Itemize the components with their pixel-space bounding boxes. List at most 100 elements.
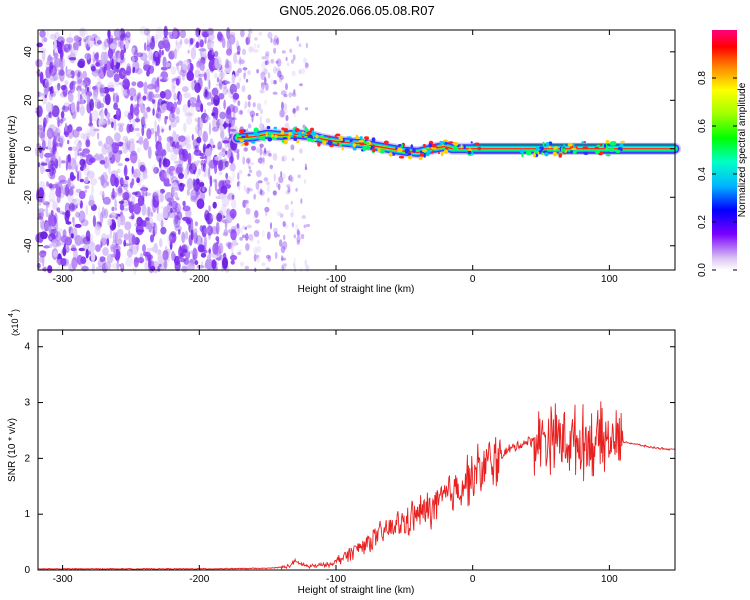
ridge-speckle — [282, 137, 287, 140]
spectrogram-cell — [138, 96, 144, 108]
spectrogram-cell — [195, 107, 201, 111]
spectrogram-cell — [171, 185, 175, 198]
spectrogram-cell — [120, 263, 124, 269]
spectrogram-cell — [203, 228, 209, 234]
spectrogram-cell — [143, 251, 149, 257]
spectrogram-cell — [105, 111, 111, 119]
spectrogram-cell — [147, 83, 155, 90]
spectrogram-cell — [193, 170, 196, 175]
spectrogram-cell — [76, 254, 83, 265]
spectrogram-cell — [266, 184, 270, 193]
spectrogram-cell — [35, 59, 43, 68]
spectrogram-cell — [168, 210, 176, 219]
spectrogram-cell — [207, 254, 211, 261]
spectrogram-cell — [150, 234, 154, 243]
spectrogram-cell — [117, 216, 121, 228]
spectrogram-cell — [296, 236, 301, 243]
spectrogram-cell — [59, 179, 68, 184]
spectrogram-cell — [232, 92, 240, 100]
spectrogram-cell — [119, 214, 126, 226]
spectrogram-cell — [162, 250, 169, 261]
ridge-speckle — [544, 152, 549, 157]
spectrogram-cell — [143, 111, 148, 119]
spectrogram-cell — [275, 67, 281, 72]
snr-multiplier: (x10 4 ) — [8, 309, 20, 336]
spectrogram-cell — [43, 121, 46, 133]
spectrogram-cell — [281, 50, 286, 54]
spectrogram-cell — [77, 150, 80, 157]
spectrogram-cell — [39, 71, 44, 84]
spectrogram-cell — [68, 57, 77, 61]
snr-series-line — [37, 401, 675, 571]
spectrogram-cell — [50, 93, 57, 97]
spectrogram-cell — [290, 200, 293, 205]
spectrogram-cell — [293, 262, 296, 268]
spectrogram-cell — [266, 231, 271, 240]
spectrogram-cell — [162, 56, 167, 68]
spectrogram-cell — [85, 248, 89, 259]
spectrogram-cell — [212, 144, 216, 149]
colorbar-tick-label: 0.8 — [697, 71, 708, 85]
spectrogram-cell — [170, 153, 178, 162]
spectrogram-cell — [100, 51, 106, 64]
spectrogram-cell — [150, 128, 155, 135]
spectrogram-cell — [131, 166, 134, 175]
spectrogram-cell — [195, 41, 200, 48]
spectrogram-cell — [303, 57, 307, 64]
spectrogram-cell — [186, 138, 190, 143]
ridge-speckle — [328, 140, 333, 146]
ridge-speckle — [440, 151, 444, 157]
spectrogram-cell — [211, 112, 215, 117]
spectrogram-cell — [112, 92, 115, 102]
spectrogram-cell — [73, 159, 76, 164]
spectrogram-cell — [136, 52, 144, 58]
spectrogram-cell — [282, 173, 286, 180]
ridge-speckle — [295, 140, 300, 144]
ridge-speckle — [341, 146, 344, 151]
spectrogram-cell — [104, 93, 111, 106]
spectrogram-cell — [173, 160, 181, 164]
y-tick-label: -40 — [23, 238, 34, 253]
spectrogram-cell — [67, 126, 74, 139]
spectrogram-cell — [186, 70, 194, 82]
spectrogram-cell — [218, 79, 223, 90]
spectrogram-cell — [74, 69, 82, 77]
spectrogram-cell — [263, 68, 268, 75]
spectrogram-cell — [168, 50, 175, 60]
spectrogram-cell — [37, 208, 46, 213]
spectrogram-cell — [154, 119, 157, 131]
spectrogram-cell — [257, 103, 262, 111]
spectrogram-cell — [290, 176, 294, 183]
spectrogram-cell — [71, 146, 77, 152]
spectrogram-cell — [109, 212, 118, 219]
spectrogram-cell — [155, 113, 159, 119]
spectrogram-cell — [99, 256, 106, 262]
spectrogram-cell — [216, 251, 222, 262]
spectrogram-cell — [304, 179, 307, 184]
spectrogram-cell — [151, 35, 155, 43]
spectrogram-cell — [131, 234, 136, 245]
spectrogram-cell — [190, 47, 197, 60]
spectrogram-cell — [227, 228, 236, 234]
spectrogram-cell — [286, 184, 291, 189]
spectrogram-cell — [126, 63, 131, 76]
spectrogram-cell — [238, 169, 243, 175]
spectrogram-cell — [242, 199, 247, 208]
spectrogram-cell — [247, 94, 252, 101]
spectrogram-cell — [245, 199, 249, 204]
spectrogram-cell — [68, 202, 75, 212]
spectrogram-cell — [107, 118, 110, 126]
spectrogram-cell — [145, 206, 152, 218]
spectrogram-cell — [76, 142, 81, 150]
ridge-speckle — [311, 131, 317, 136]
spectrogram-cell — [226, 106, 231, 116]
spectrogram-cell — [87, 152, 90, 158]
spectrogram-cell — [68, 226, 71, 234]
spectrogram-cell — [244, 265, 250, 270]
spectrogram-cell — [118, 200, 125, 204]
spectrogram-cell — [74, 223, 82, 228]
spectrogram-cell — [194, 145, 199, 153]
spectrogram-cell — [92, 215, 96, 228]
spectrogram-cell — [203, 235, 207, 247]
